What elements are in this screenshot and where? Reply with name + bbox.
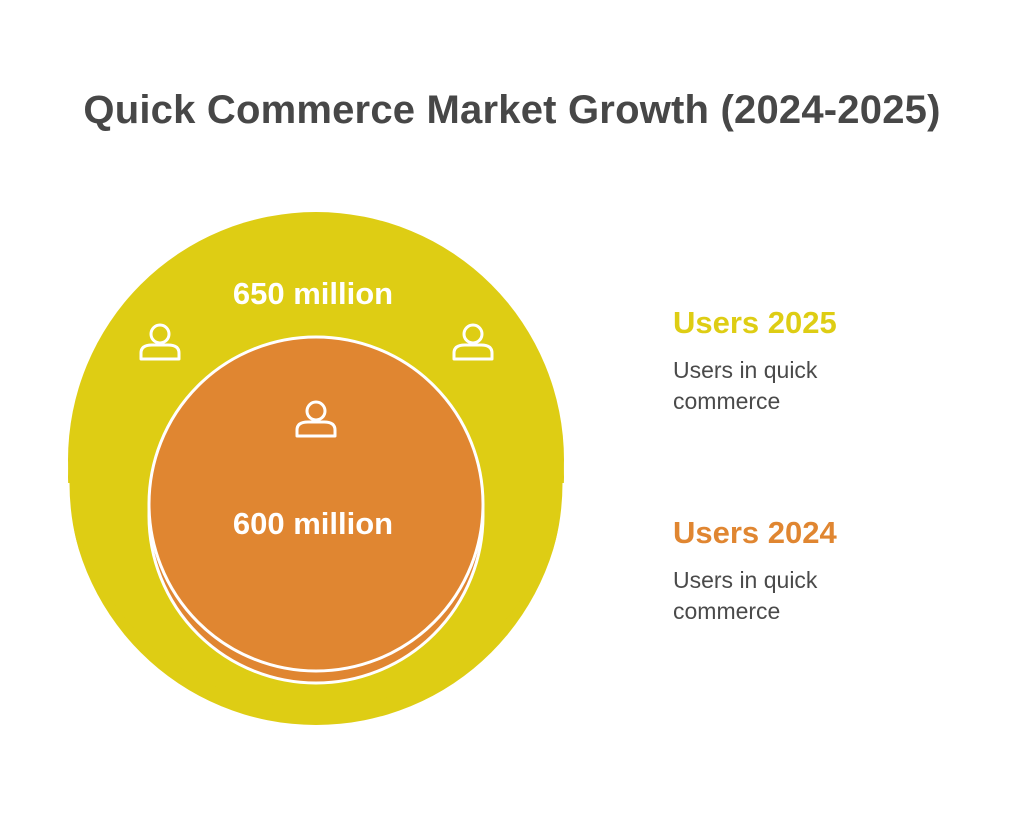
legend-description-2024: Users in quick commerce <box>673 567 818 624</box>
legend-users-2024: Users 2024 Users in quick commerce <box>673 515 873 627</box>
inner-circle-face <box>147 335 485 673</box>
inner-value-label: 600 million <box>233 506 393 541</box>
legend-description-2025: Users in quick commerce <box>673 357 818 414</box>
outer-value-label: 650 million <box>233 276 393 311</box>
person-outline-icon <box>452 323 494 361</box>
legend-heading-2025: Users 2025 <box>673 305 837 340</box>
person-outline-icon <box>295 400 337 438</box>
legend-users-2025: Users 2025 Users in quick commerce <box>673 305 873 417</box>
person-outline-icon <box>139 323 181 361</box>
legend-heading-2024: Users 2024 <box>673 515 837 550</box>
outer-circle-rim <box>66 482 566 733</box>
page-title: Quick Commerce Market Growth (2024-2025) <box>83 88 941 132</box>
